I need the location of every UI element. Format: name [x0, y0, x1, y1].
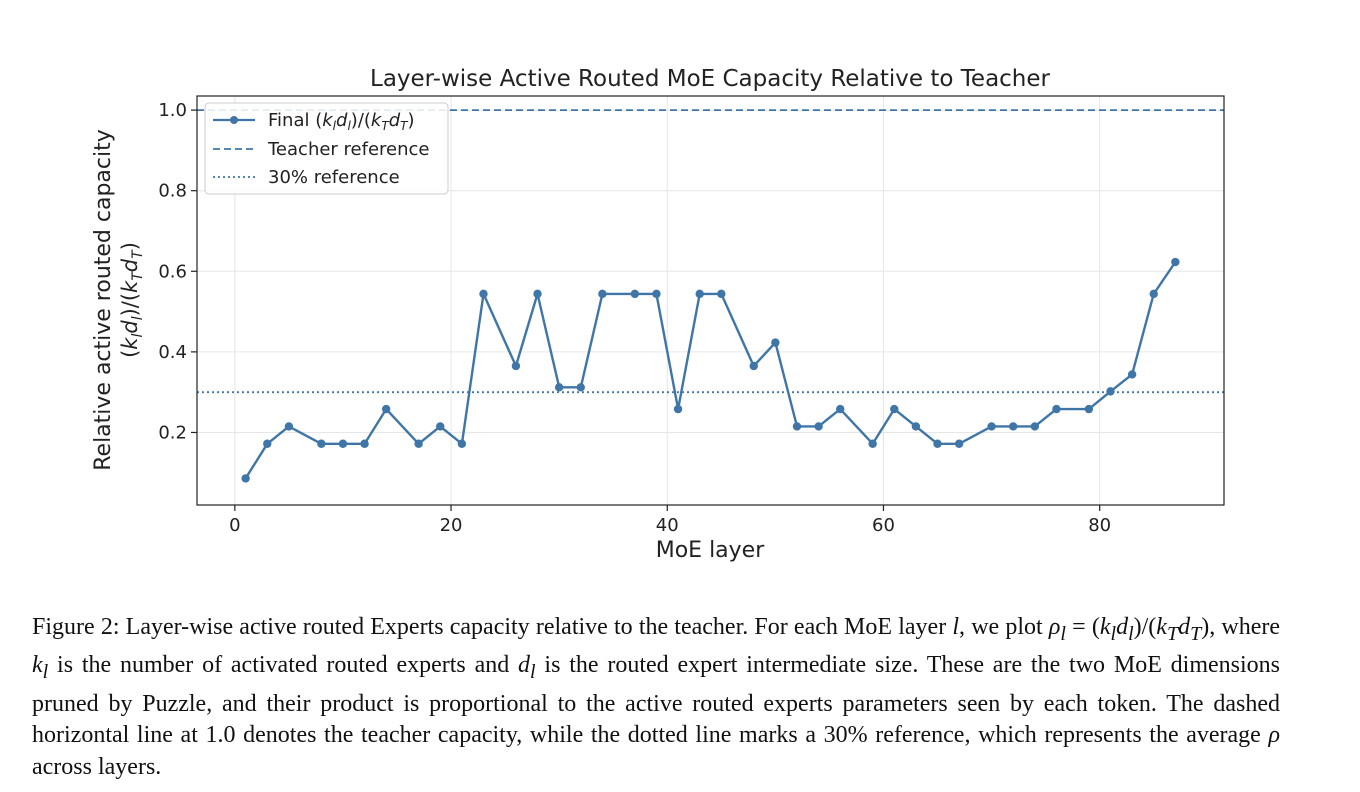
legend-label-final: Final (kldl)/(kTdT)	[268, 110, 415, 133]
data-point	[836, 404, 845, 414]
data-point	[911, 422, 921, 431]
caption-t5: ), where	[1201, 614, 1280, 640]
y-tick-label: 0.2	[158, 422, 187, 443]
caption-sub-l: l	[530, 661, 536, 684]
data-point	[1106, 387, 1115, 396]
caption-t8: across layers.	[32, 753, 162, 780]
data-point	[263, 439, 272, 448]
data-point	[554, 383, 564, 392]
data-point	[1149, 289, 1158, 299]
data-point	[1008, 422, 1018, 431]
data-series	[241, 257, 1180, 483]
data-point	[1127, 370, 1137, 379]
data-point	[533, 289, 542, 299]
data-point	[1030, 422, 1040, 431]
legend-label-teacher: Teacher reference	[267, 139, 430, 160]
data-point	[954, 439, 964, 448]
caption-var-l: l	[952, 614, 960, 640]
caption-d: d	[1178, 614, 1191, 640]
y-axis-label: Relative active routed capacity (kldl)/(…	[91, 129, 146, 471]
caption-sub-l: l	[1110, 622, 1117, 645]
y-tick-label: 1.0	[158, 100, 187, 121]
x-tick-label: 20	[440, 515, 463, 536]
data-point	[360, 439, 369, 448]
ticks: 0 20 40 60 80 0.2 0.4 0.6 0.8 1.0	[158, 100, 1111, 536]
data-point	[479, 289, 488, 299]
legend-item-teacher: Teacher reference	[213, 139, 430, 160]
caption-sub-T: T	[1166, 622, 1179, 645]
legend-label-30pct: 30% reference	[268, 167, 400, 188]
data-point	[630, 289, 640, 299]
caption-k: k	[32, 652, 43, 679]
data-point	[987, 422, 996, 431]
data-point	[652, 289, 661, 299]
y-tick-label: 0.6	[158, 261, 187, 282]
plot-frame	[196, 95, 1225, 506]
caption-t2: , we plot	[959, 614, 1049, 640]
caption-t4: )/(	[1133, 614, 1157, 640]
data-point	[598, 289, 607, 299]
legend: Final (kldl)/(kTdT) Teacher reference 30…	[204, 102, 449, 195]
x-tick-label: 40	[656, 515, 679, 536]
y-axis-label-line2: (kldl)/(kTdT)	[118, 242, 146, 358]
chart: 0 20 40 60 80 0.2 0.4 0.6 0.8 1.0 Layer-wise Acti…	[91, 66, 1225, 563]
legend-item-30pct: 30% reference	[213, 167, 400, 188]
chart-title: Layer-wise Active Routed MoE Capacity Re…	[370, 66, 1051, 92]
data-point	[414, 439, 423, 448]
data-point	[933, 439, 942, 448]
figure-caption: Figure 2: Layer-wise active routed Exper…	[32, 612, 1280, 783]
data-point	[792, 422, 802, 431]
caption-rho: ρ	[1048, 614, 1061, 640]
x-tick-label: 60	[872, 515, 895, 536]
x-axis-label: MoE layer	[656, 538, 765, 563]
grid	[197, 96, 1224, 505]
data-point	[1171, 257, 1180, 267]
data-point	[868, 439, 877, 448]
legend-marker-final	[230, 116, 238, 124]
data-point	[717, 289, 726, 299]
caption-k: k	[1156, 614, 1167, 640]
caption-d: d	[518, 652, 531, 679]
data-point	[749, 361, 758, 371]
caption-t7: is the routed expert intermediate size. …	[32, 652, 1281, 749]
y-tick-label: 0.4	[158, 342, 187, 363]
data-point	[241, 474, 250, 483]
data-point	[284, 422, 294, 431]
legend-item-final: Final (kldl)/(kTdT)	[213, 110, 415, 133]
caption-rho: ρ	[1268, 722, 1280, 749]
data-point	[771, 338, 780, 347]
data-point	[673, 404, 683, 414]
x-tick-label: 0	[229, 515, 240, 536]
data-point	[890, 404, 899, 414]
caption-k: k	[1099, 614, 1111, 640]
caption-t6: is the number of activated routed expert…	[48, 652, 519, 679]
x-tick-label: 80	[1088, 515, 1111, 536]
data-point	[814, 422, 823, 431]
caption-sub-l: l	[42, 661, 49, 684]
final-capacity-line	[244, 261, 1177, 480]
data-point	[1084, 404, 1094, 414]
data-point	[457, 439, 467, 448]
caption-sub-T: T	[1190, 622, 1202, 645]
data-point	[695, 289, 704, 299]
data-point	[576, 383, 585, 392]
y-tick-label: 0.8	[158, 181, 187, 202]
caption-t1: Figure 2: Layer-wise active routed Exper…	[32, 614, 953, 640]
y-axis-label-line1: Relative active routed capacity	[91, 129, 116, 471]
caption-t3: = (	[1065, 614, 1100, 640]
legend-box	[204, 102, 449, 195]
data-point	[511, 361, 521, 371]
data-point	[436, 422, 445, 431]
caption-sub-l: l	[1128, 622, 1134, 645]
data-point	[317, 439, 326, 448]
data-point	[338, 439, 348, 448]
data-point	[381, 404, 391, 414]
caption-sub-l: l	[1060, 622, 1066, 645]
caption-d: d	[1116, 614, 1129, 640]
data-point	[1052, 404, 1061, 414]
